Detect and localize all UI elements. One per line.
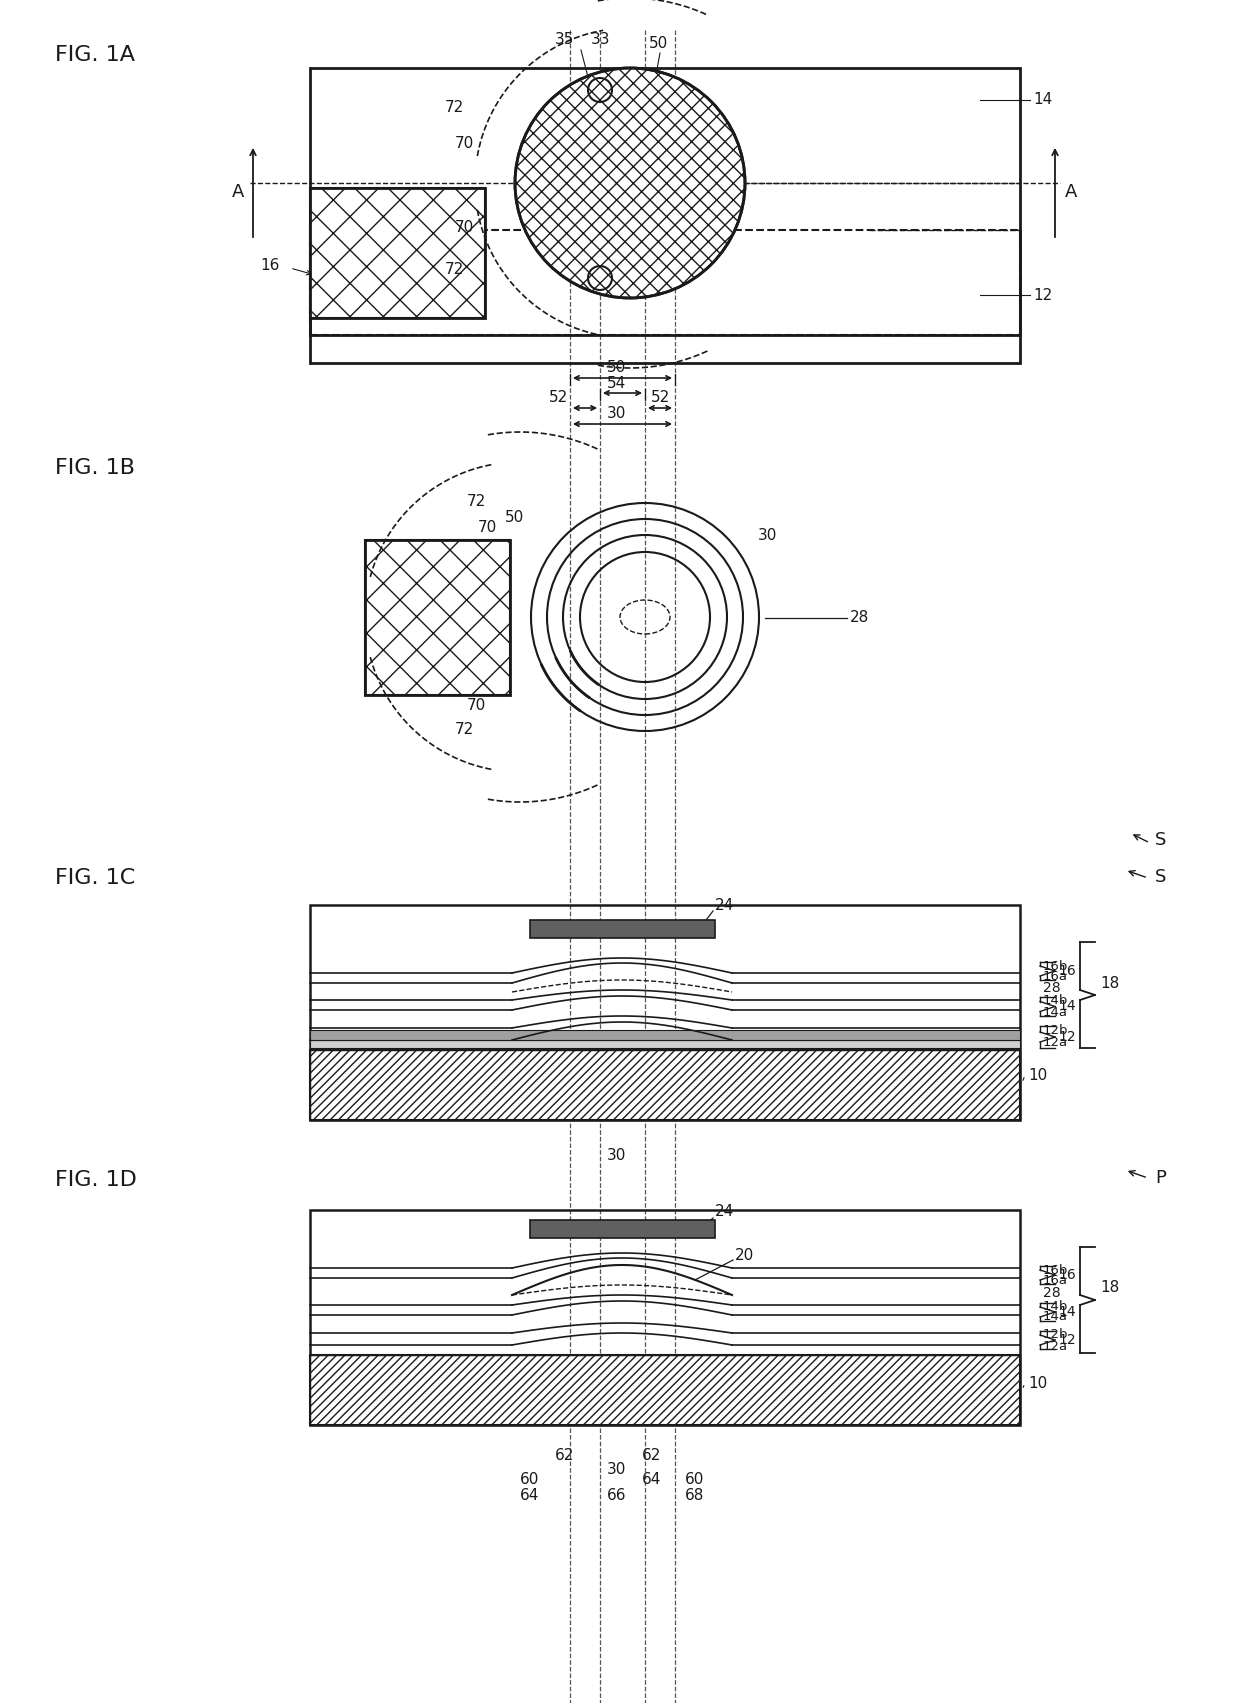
Text: 24: 24 [715, 1204, 734, 1219]
Bar [310, 230, 1021, 335]
Bar [310, 1030, 1021, 1041]
Text: 14a: 14a [1043, 1311, 1068, 1323]
Text: 70: 70 [455, 220, 474, 235]
Text: 18: 18 [1100, 1281, 1120, 1296]
Text: 66: 66 [608, 1487, 626, 1502]
Text: 10: 10 [1028, 1376, 1048, 1391]
Text: FIG. 1D: FIG. 1D [55, 1170, 136, 1190]
Text: 16b: 16b [1043, 1264, 1069, 1277]
Bar [529, 1219, 714, 1238]
Text: 60: 60 [521, 1473, 539, 1487]
Text: 68: 68 [686, 1487, 704, 1502]
Bar [310, 1356, 1021, 1425]
Text: 16: 16 [1058, 1269, 1076, 1282]
Text: 16: 16 [1058, 964, 1076, 978]
Text: 12b: 12b [1043, 1024, 1069, 1037]
Text: FIG. 1A: FIG. 1A [55, 44, 135, 65]
Text: 14: 14 [1058, 1304, 1075, 1320]
Bar [310, 904, 1021, 1121]
Circle shape [515, 68, 745, 298]
Bar [365, 540, 510, 695]
Bar [365, 540, 510, 695]
Text: 20: 20 [735, 1248, 754, 1262]
Text: 64: 64 [521, 1487, 539, 1502]
Text: S: S [1154, 831, 1167, 850]
Bar [310, 1051, 1021, 1121]
Text: 50: 50 [608, 361, 626, 375]
Text: 12: 12 [1058, 1333, 1075, 1347]
Text: 30: 30 [608, 1148, 626, 1163]
Text: 24: 24 [715, 897, 734, 913]
Text: 14a: 14a [1043, 1005, 1068, 1018]
Text: 33: 33 [591, 32, 611, 48]
Text: 16: 16 [260, 257, 279, 272]
Bar [310, 187, 485, 318]
Text: FIG. 1B: FIG. 1B [55, 458, 135, 479]
Text: 16b: 16b [1043, 959, 1069, 972]
Text: A: A [1065, 182, 1078, 201]
Text: 28: 28 [849, 610, 869, 625]
Text: A: A [232, 182, 244, 201]
Text: 12: 12 [1033, 288, 1053, 303]
Bar [310, 1041, 1021, 1047]
Bar [529, 920, 714, 938]
Text: 30: 30 [608, 407, 626, 422]
Text: 72: 72 [445, 100, 464, 116]
Text: 35: 35 [554, 32, 574, 48]
Text: 52: 52 [650, 390, 670, 405]
Text: 14: 14 [1058, 1000, 1075, 1013]
Text: 70: 70 [455, 136, 474, 150]
Text: 30: 30 [608, 1463, 626, 1478]
Text: 50: 50 [505, 511, 525, 526]
Text: S: S [1154, 869, 1167, 886]
Bar [310, 187, 485, 318]
Text: 28: 28 [1043, 981, 1060, 995]
Text: 12a: 12a [1043, 1340, 1068, 1354]
Text: 72: 72 [445, 262, 464, 278]
Text: 62: 62 [556, 1448, 574, 1463]
Text: 18: 18 [1100, 976, 1120, 991]
Bar [310, 1051, 1021, 1121]
Text: 62: 62 [642, 1448, 662, 1463]
Text: 54: 54 [608, 375, 626, 390]
Bar [310, 68, 1021, 363]
Text: 16a: 16a [1043, 1274, 1068, 1286]
Text: 72: 72 [455, 722, 474, 737]
Text: 12: 12 [1058, 1030, 1075, 1044]
Text: 12b: 12b [1043, 1328, 1069, 1342]
Bar [310, 1211, 1021, 1425]
Text: 14b: 14b [1043, 995, 1069, 1008]
Text: FIG. 1C: FIG. 1C [55, 869, 135, 887]
Text: 16a: 16a [1043, 969, 1068, 983]
Text: 30: 30 [758, 528, 777, 543]
Text: 52: 52 [549, 390, 569, 405]
Text: 60: 60 [686, 1473, 704, 1487]
Text: 14b: 14b [1043, 1301, 1069, 1313]
Text: 14: 14 [1033, 92, 1053, 107]
Bar [310, 1356, 1021, 1425]
Text: 70: 70 [477, 521, 497, 535]
Text: 10: 10 [1028, 1068, 1048, 1083]
Text: 12a: 12a [1043, 1035, 1068, 1049]
Text: P: P [1154, 1168, 1166, 1187]
Text: 28: 28 [1043, 1286, 1060, 1299]
Text: 70: 70 [467, 698, 486, 712]
Text: 72: 72 [467, 494, 486, 509]
Text: 64: 64 [642, 1473, 662, 1487]
Text: 50: 50 [649, 36, 667, 51]
